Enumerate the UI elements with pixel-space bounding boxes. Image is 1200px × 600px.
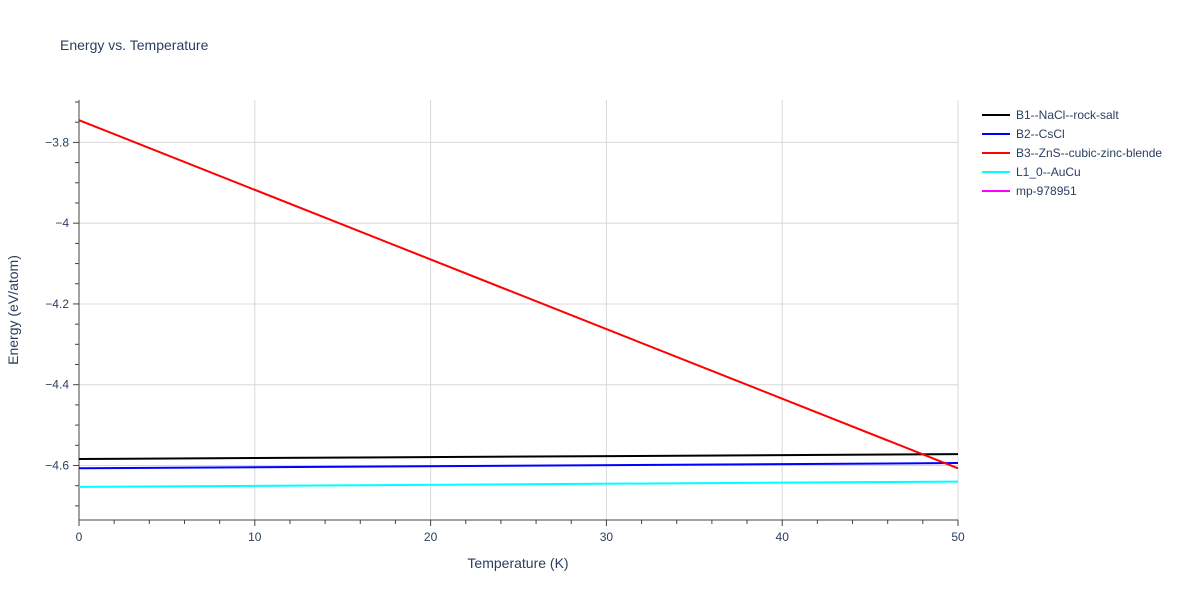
y-axis-label: Energy (eV/atom) <box>5 255 21 365</box>
x-axis-ticks: 0 10 20 30 40 50 <box>76 530 965 544</box>
legend[interactable]: B1--NaCl--rock-salt B2--CsCl B3--ZnS--cubi… <box>982 108 1162 198</box>
series-line-1[interactable] <box>78 462 959 470</box>
axes <box>73 100 959 526</box>
legend-item[interactable]: L1_0--AuCu <box>982 165 1081 179</box>
y-tick-label: −4.6 <box>45 458 69 472</box>
plot-area <box>78 119 959 488</box>
legend-label: B3--ZnS--cubic-zinc-blende <box>1016 146 1162 160</box>
legend-item[interactable]: B1--NaCl--rock-salt <box>982 108 1119 122</box>
series-line-0[interactable] <box>78 453 959 461</box>
y-tick-label: −4 <box>55 216 69 230</box>
y-tick-label: −4.2 <box>45 297 69 311</box>
y-tick-label: −4.4 <box>45 378 69 392</box>
legend-item[interactable]: B3--ZnS--cubic-zinc-blende <box>982 146 1162 160</box>
series-line-3[interactable] <box>78 480 959 488</box>
legend-label: B2--CsCl <box>1016 127 1065 141</box>
legend-label: L1_0--AuCu <box>1016 165 1081 179</box>
legend-item[interactable]: mp-978951 <box>982 184 1077 198</box>
x-tick-label: 0 <box>76 530 83 544</box>
y-tick-label: −3.8 <box>45 135 69 149</box>
legend-label: mp-978951 <box>1016 184 1077 198</box>
x-tick-label: 10 <box>248 530 262 544</box>
x-tick-label: 30 <box>600 530 614 544</box>
y-axis-ticks: −4.6 −4.4 −4.2 −4 −3.8 <box>45 135 69 472</box>
legend-item[interactable]: B2--CsCl <box>982 127 1065 141</box>
chart-title: Energy vs. Temperature <box>60 37 209 53</box>
series-line-2[interactable] <box>78 119 959 470</box>
x-tick-label: 50 <box>951 530 965 544</box>
x-tick-label: 20 <box>424 530 438 544</box>
legend-label: B1--NaCl--rock-salt <box>1016 108 1119 122</box>
x-axis-label: Temperature (K) <box>467 555 568 571</box>
x-tick-label: 40 <box>776 530 790 544</box>
